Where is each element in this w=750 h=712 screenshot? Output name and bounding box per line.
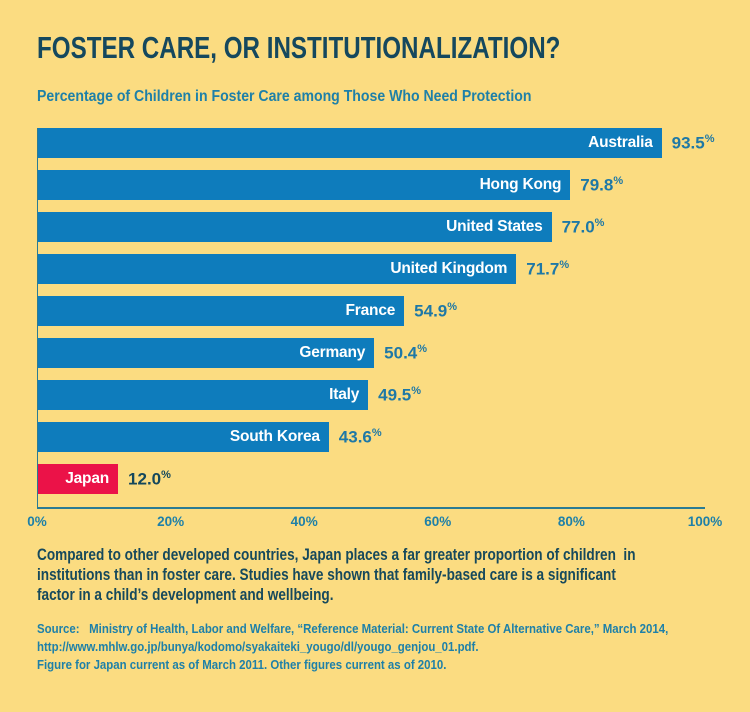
percent-sign: % [161, 468, 171, 481]
x-axis-tick-label: 20% [157, 514, 185, 530]
description-text: Compared to other developed countries, J… [37, 545, 636, 605]
description-line: Compared to other developed countries, J… [37, 545, 636, 565]
bar-value: 77.0% [561, 216, 605, 237]
x-axis-tick-label: 100% [687, 514, 723, 530]
bar-value: 93.5% [671, 132, 715, 153]
chart-subtitle: Percentage of Children in Foster Care am… [37, 88, 532, 105]
percent-sign: % [411, 384, 422, 397]
bar-label: Italy [329, 386, 360, 404]
x-axis-tick-label: 40% [290, 514, 318, 530]
description-line: factor in a child’s development and well… [37, 585, 334, 605]
percent-sign: % [704, 132, 715, 145]
x-axis-tick-label: 60% [424, 514, 452, 530]
page-title: FOSTER CARE, OR INSTITUTIONALIZATION? [37, 30, 561, 65]
bar-australia: Australia [38, 128, 662, 159]
description-line: institutions than in foster care. Studie… [37, 565, 616, 585]
source-line: Source: Ministry of Health, Labor and We… [37, 621, 669, 637]
source-line: http://www.mhlw.go.jp/bunya/kodomo/syaka… [37, 639, 479, 655]
poster-content: FOSTER CARE, OR INSTITUTIONALIZATION? Pe… [0, 32, 750, 674]
source-line: Figure for Japan current as of March 201… [37, 657, 447, 673]
bar-label: France [345, 302, 396, 320]
percent-sign: % [447, 300, 458, 313]
bar-value: 43.6% [338, 426, 382, 447]
bar-label: Australia [588, 134, 653, 152]
bar-row: South Korea 43.6% [38, 422, 705, 453]
x-axis: 0% 20% 40% 60% 80% 100% [27, 514, 722, 532]
bar-row: Australia 93.5% [38, 128, 715, 159]
bar-france: France [38, 296, 405, 327]
bar-row: United States 77.0% [38, 212, 705, 243]
bar-row: Japan 12.0% [38, 464, 705, 495]
percent-sign: % [594, 216, 605, 229]
bar-united-kingdom: United Kingdom [38, 254, 517, 285]
bar-row: France 54.9% [38, 296, 705, 327]
bar-south-korea: South Korea [38, 422, 329, 453]
bar-row: Germany 50.4% [38, 338, 705, 369]
bar-hong-kong: Hong Kong [38, 170, 571, 201]
bar-value: 79.8% [580, 174, 624, 195]
bar-value: 12.0% [128, 468, 171, 489]
x-axis-tick-label: 80% [557, 514, 585, 530]
bar-label: Germany [299, 344, 366, 362]
x-axis-tick-label: 0% [27, 514, 47, 530]
source-note: Source: Ministry of Health, Labor and We… [37, 620, 669, 674]
percent-sign: % [613, 174, 624, 187]
bar-row: Italy 49.5% [38, 380, 705, 411]
bar-label: Japan [65, 470, 110, 488]
percent-sign: % [559, 258, 570, 271]
bar-italy: Italy [38, 380, 369, 411]
bar-united-states: United States [38, 212, 552, 243]
bar-label: Hong Kong [479, 176, 562, 194]
bar-japan: Japan [38, 464, 119, 495]
percent-sign: % [371, 426, 382, 439]
bar-value: 50.4% [384, 342, 428, 363]
bar-label: United Kingdom [390, 260, 508, 278]
bar-value: 49.5% [378, 384, 422, 405]
bar-row: United Kingdom 71.7% [38, 254, 705, 285]
bar-value: 71.7% [526, 258, 570, 279]
bar-label: South Korea [229, 428, 320, 446]
bar-row: Hong Kong 79.8% [38, 170, 705, 201]
bar-label: United States [446, 218, 543, 236]
bar-value: 54.9% [414, 300, 458, 321]
bar-chart: Australia 93.5% Hong Kong 79.8% United State… [37, 128, 715, 510]
percent-sign: % [417, 342, 428, 355]
bar-germany: Germany [38, 338, 375, 369]
